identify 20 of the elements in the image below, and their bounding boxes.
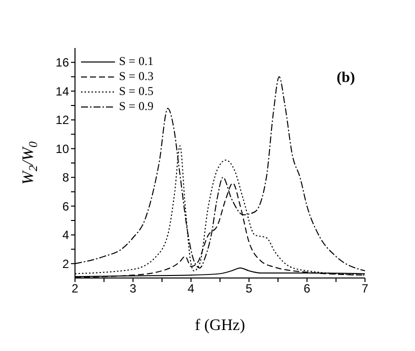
x-tick-label: 2 — [72, 282, 79, 296]
legend-label: S = 0.3 — [119, 69, 154, 84]
x-tick-label: 3 — [130, 282, 137, 296]
x-axis-title: f (GHz) — [194, 317, 246, 334]
y-tick-label: 16 — [56, 56, 70, 70]
y-tick-label: 14 — [56, 84, 70, 98]
annotation: (b) — [336, 70, 355, 87]
legend-label: S = 0.1 — [119, 54, 154, 69]
y-tick-label: 8 — [62, 170, 70, 185]
y-tick-label: 10 — [56, 142, 70, 156]
legend-label: S = 0.5 — [119, 84, 154, 99]
y-tick-label: 6 — [62, 199, 70, 214]
legend-label: S = 0.9 — [119, 99, 154, 114]
y-tick-label: 2 — [62, 256, 70, 271]
x-tick-label: 6 — [304, 282, 311, 296]
x-tick-label: 5 — [246, 282, 253, 296]
y-tick-label: 12 — [56, 113, 70, 128]
y-tick-label: 4 — [62, 228, 70, 242]
x-tick-label: 7 — [362, 282, 369, 296]
x-tick-label: 4 — [188, 282, 195, 296]
